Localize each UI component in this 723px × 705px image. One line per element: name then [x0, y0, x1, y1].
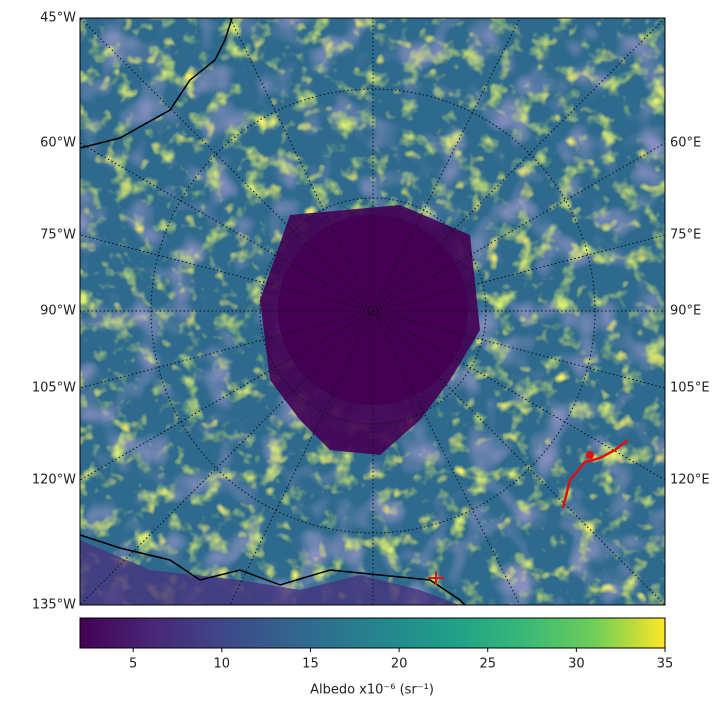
- longitude-label: 135°W: [32, 598, 76, 613]
- colorbar-label: Albedo x10⁻⁶ (sr⁻¹): [310, 683, 434, 698]
- longitude-label: 120°E: [670, 473, 710, 488]
- colorbar-tick-label: 25: [479, 657, 496, 672]
- map-raster: [80, 18, 665, 605]
- colorbar-tick-label: 20: [391, 657, 408, 672]
- longitude-label: 105°E: [670, 381, 710, 396]
- colorbar-tick-label: 10: [214, 657, 231, 672]
- colorbar: [80, 618, 665, 648]
- longitude-label: 105°W: [32, 381, 76, 396]
- longitude-label: 90°E: [670, 304, 701, 319]
- longitude-label: 60°W: [40, 136, 76, 151]
- longitude-label: 90°W: [40, 304, 76, 319]
- colorbar-tick-label: 30: [568, 657, 585, 672]
- colorbar-tick-label: 5: [129, 657, 137, 672]
- longitude-label: 120°W: [32, 473, 76, 488]
- figure: 45°W 60°W 75°W 90°W 105°W 120°W 135°W 60°E 75°E 9…: [0, 0, 723, 701]
- colorbar-tick-label: 35: [657, 657, 674, 672]
- longitude-label: 75°W: [40, 228, 76, 243]
- longitude-label: 75°E: [670, 228, 701, 243]
- longitude-label: 45°W: [40, 11, 76, 26]
- colorbar-ticks: 5 10 15 20 25 30 35: [129, 648, 673, 672]
- longitude-label: 60°E: [670, 136, 701, 151]
- colorbar-tick-label: 15: [302, 657, 319, 672]
